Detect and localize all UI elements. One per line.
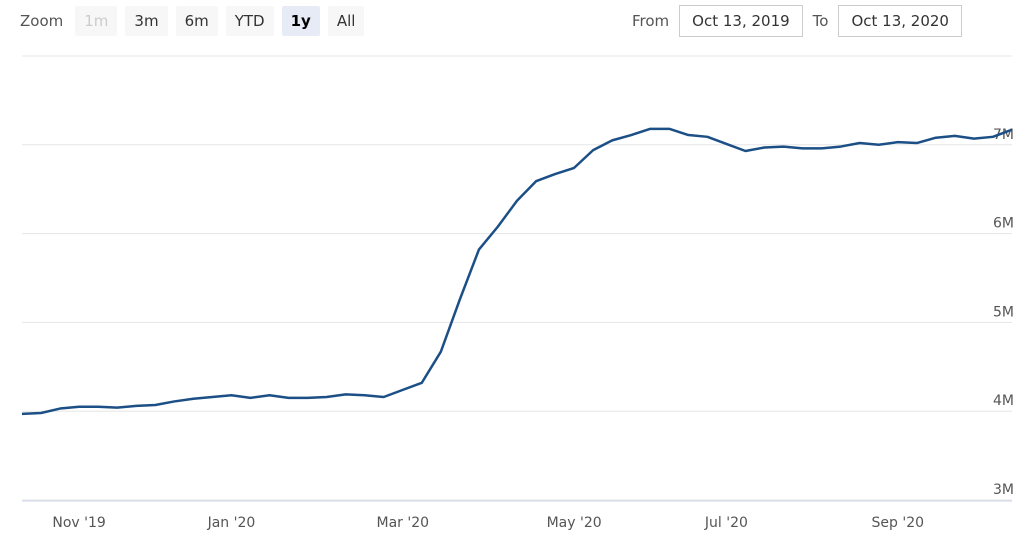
x-tick-label: Sep '20 (872, 515, 925, 531)
zoom-button[interactable]: 1y (281, 6, 320, 36)
zoom-button[interactable]: 6m (175, 6, 218, 36)
x-tick-label: Nov '19 (52, 515, 105, 531)
to-label: To (812, 12, 829, 30)
series-line (21, 127, 1013, 416)
zoom-label: Zoom (20, 12, 64, 30)
x-tick-label: Jul '20 (704, 515, 748, 531)
x-tick-label: Jan '20 (207, 515, 256, 531)
x-tick-label: May '20 (547, 515, 602, 531)
to-input[interactable]: Oct 13, 2020 (838, 5, 962, 37)
zoom-bar: Zoom 1m 3m 6m YTD 1y All (20, 5, 372, 37)
zoom-button[interactable]: 3m (125, 6, 168, 36)
date-range: From Oct 13, 2019 To Oct 13, 2020 (632, 5, 962, 37)
y-tick-label: 6M (993, 216, 1014, 232)
y-tick-label: 5M (993, 304, 1014, 320)
from-input[interactable]: Oct 13, 2019 (679, 5, 803, 37)
x-tick-label: Mar '20 (377, 515, 430, 531)
y-tick-label: 4M (993, 393, 1014, 409)
zoom-button[interactable]: YTD (225, 6, 274, 36)
y-tick-label: 3M (993, 482, 1014, 498)
zoom-button[interactable]: All (327, 6, 365, 36)
zoom-button[interactable]: 1m (75, 6, 118, 36)
from-label: From (632, 12, 670, 30)
